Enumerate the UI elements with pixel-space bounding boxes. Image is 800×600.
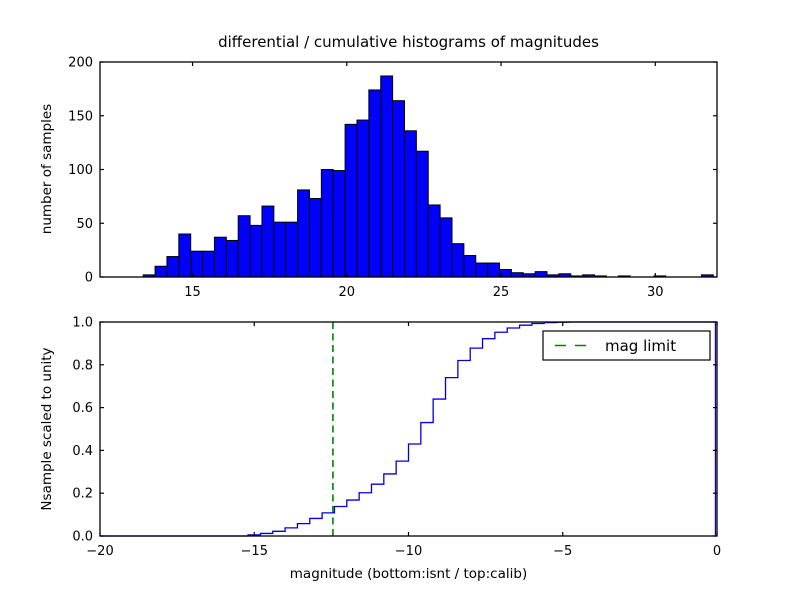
y-tick-label: 0.8 bbox=[72, 358, 93, 373]
y-tick-label: 0.0 bbox=[72, 530, 93, 545]
y-tick-label: 150 bbox=[68, 109, 93, 124]
bottom-cumulative-plot bbox=[100, 321, 717, 537]
x-tick-label: 30 bbox=[647, 285, 664, 300]
histogram-bar bbox=[178, 233, 192, 278]
x-tick-label: 25 bbox=[493, 285, 510, 300]
histogram-bar bbox=[320, 169, 334, 278]
histogram-bar bbox=[356, 119, 370, 278]
y-tick-label: 100 bbox=[68, 163, 93, 178]
x-tick-label: 20 bbox=[339, 285, 356, 300]
top-axes: 15 20 25 30 0 50 100 150 200 bbox=[68, 56, 718, 300]
y-tick-label: 50 bbox=[76, 217, 93, 232]
histogram-bar bbox=[380, 75, 394, 278]
histogram-bar bbox=[166, 256, 180, 278]
histogram-bar bbox=[332, 170, 346, 278]
histogram-bar bbox=[202, 250, 215, 278]
histogram-bar bbox=[213, 236, 227, 278]
histogram-bar bbox=[368, 89, 382, 278]
histogram-bar bbox=[392, 100, 405, 278]
figure-title: differential / cumulative histograms of … bbox=[218, 33, 599, 51]
x-tick-label: −10 bbox=[395, 544, 422, 559]
histogram-bar bbox=[285, 221, 299, 278]
histogram-bar bbox=[439, 217, 453, 278]
y-tick-label: 0.6 bbox=[72, 401, 93, 416]
cumulative-step-curve bbox=[100, 321, 717, 537]
histogram-bar bbox=[475, 262, 489, 278]
y-tick-label: 200 bbox=[68, 56, 93, 71]
x-tick-label: 0 bbox=[713, 544, 721, 559]
top-histogram-bars bbox=[142, 75, 714, 278]
y-tick-label: 0 bbox=[85, 271, 93, 286]
legend-box bbox=[542, 330, 711, 361]
histogram-bar bbox=[463, 255, 477, 278]
histogram-bar bbox=[534, 271, 548, 278]
histogram-bar bbox=[237, 215, 251, 278]
legend-label: mag limit bbox=[605, 337, 676, 355]
y-tick-label: 0.2 bbox=[72, 487, 93, 502]
histogram-bar bbox=[225, 239, 239, 278]
histogram-bar bbox=[261, 205, 275, 278]
bottom-axes: −20 −15 −10 −5 0 0.0 0.2 0.4 0.6 0.8 1.0 bbox=[72, 316, 721, 560]
legend: mag limit bbox=[542, 330, 711, 361]
x-tick-label: −5 bbox=[553, 544, 572, 559]
histogram-bar bbox=[154, 265, 168, 278]
histogram-bar bbox=[344, 123, 358, 278]
histogram-bar bbox=[297, 189, 310, 278]
histogram-bar bbox=[308, 198, 322, 278]
histogram-bar bbox=[451, 243, 465, 278]
histogram-bar bbox=[487, 262, 501, 278]
y-tick-label: 0.4 bbox=[72, 444, 93, 459]
x-axis-label: magnitude (bottom:isnt / top:calib) bbox=[289, 566, 528, 582]
x-tick-label: −15 bbox=[241, 544, 268, 559]
histogram-bar bbox=[427, 204, 441, 278]
histogram-bar bbox=[249, 224, 263, 278]
y-tick-label: 1.0 bbox=[72, 316, 93, 331]
histogram-bar bbox=[415, 150, 429, 278]
x-tick-label: 15 bbox=[184, 285, 201, 300]
histogram-bar bbox=[273, 221, 287, 278]
x-tick-label: −20 bbox=[86, 544, 113, 559]
histogram-bar bbox=[403, 130, 417, 278]
